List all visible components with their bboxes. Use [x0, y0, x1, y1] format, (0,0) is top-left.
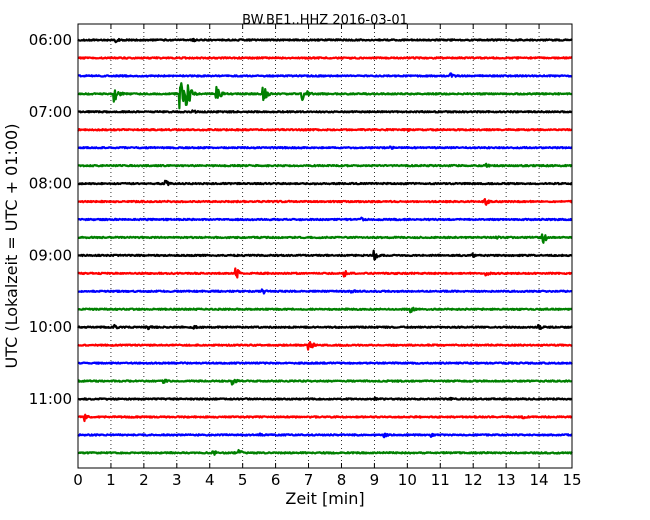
trace-line	[77, 432, 573, 439]
x-tick-label: 2	[139, 471, 149, 489]
trace-line	[77, 413, 573, 423]
trace-line	[77, 109, 573, 114]
plot-frame	[77, 23, 573, 469]
trace-line	[77, 162, 573, 168]
trace-line	[77, 233, 573, 244]
trace-line	[77, 341, 573, 351]
trace-line	[77, 37, 573, 44]
trace-line	[77, 288, 573, 295]
trace-line	[77, 198, 573, 206]
x-axis-ticks: 0 1 2 3 4 5 6 7 8 9 10 11 12 13 14 15	[73, 24, 582, 489]
trace-line	[77, 128, 573, 132]
x-tick-label: 5	[238, 471, 248, 489]
y-tick-label: 09:00	[29, 246, 72, 264]
trace-line	[77, 306, 573, 314]
x-tick-label: 9	[370, 471, 380, 489]
x-tick-label: 3	[172, 471, 182, 489]
x-axis-label: Zeit [min]	[285, 489, 364, 508]
x-tick-label: 14	[530, 471, 549, 489]
x-tick-label: 10	[398, 471, 417, 489]
y-tick-label: 10:00	[29, 318, 72, 336]
x-tick-label: 15	[562, 471, 581, 489]
y-tick-label: 07:00	[29, 103, 72, 121]
trace-line	[77, 267, 573, 279]
y-tick-label: 11:00	[29, 390, 72, 408]
vertical-gridlines	[110, 24, 540, 468]
y-tick-label: 06:00	[29, 31, 72, 49]
trace-line	[77, 448, 573, 456]
trace-line	[77, 323, 573, 331]
x-tick-label: 13	[497, 471, 516, 489]
x-tick-label: 12	[464, 471, 483, 489]
x-tick-label: 8	[337, 471, 347, 489]
x-tick-label: 11	[431, 471, 450, 489]
trace-line	[77, 396, 573, 402]
x-tick-label: 6	[271, 471, 281, 489]
chart-title: BW.BE1..HHZ 2016-03-01	[242, 13, 408, 28]
y-axis-label: UTC (Lokalzeit = UTC + 01:00)	[2, 124, 21, 369]
x-tick-label: 1	[106, 471, 116, 489]
trace-line	[77, 361, 573, 365]
trace-line	[77, 179, 573, 187]
trace-line	[77, 56, 573, 60]
trace-line	[77, 145, 573, 150]
trace-line	[77, 216, 573, 222]
trace-line	[77, 249, 573, 261]
y-tick-label: 08:00	[29, 175, 72, 193]
trace-line	[77, 82, 573, 110]
y-axis-ticks: 06:00 07:00 08:00 09:00 10:00 11:00	[29, 31, 572, 408]
trace-line	[77, 378, 573, 386]
x-tick-label: 4	[205, 471, 215, 489]
trace-line	[77, 72, 573, 78]
x-tick-label: 0	[73, 471, 83, 489]
x-tick-label: 7	[304, 471, 314, 489]
trace-lines	[77, 37, 573, 456]
